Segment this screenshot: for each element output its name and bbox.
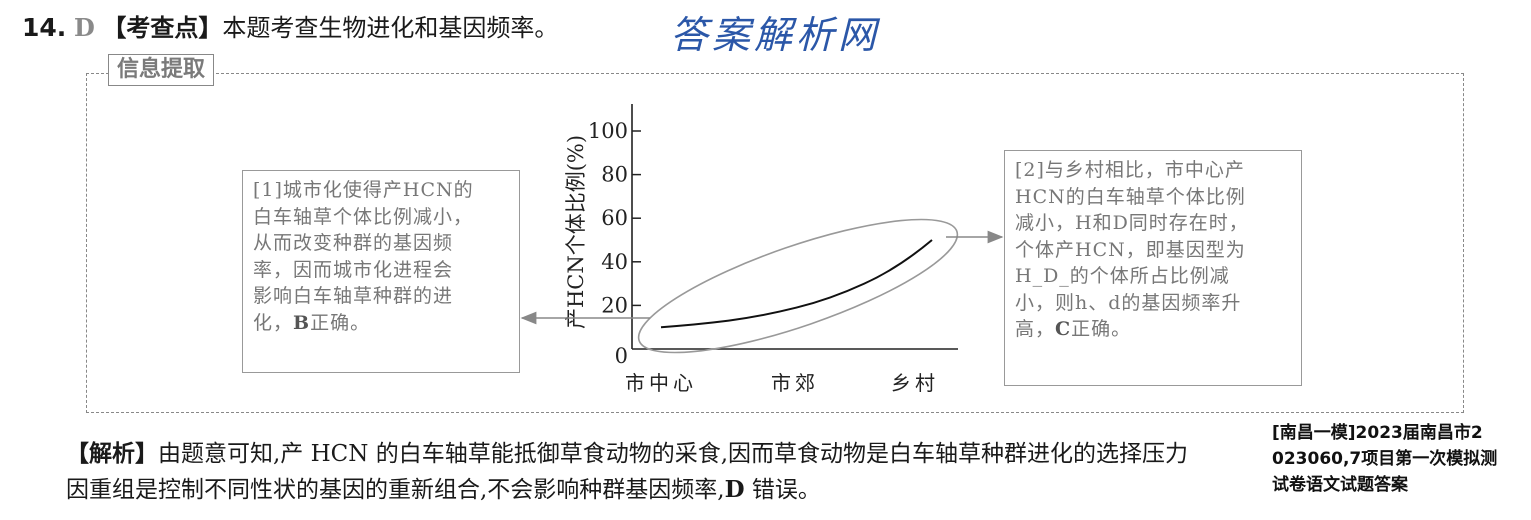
x-tick-label: 乡村 (891, 371, 939, 395)
highlight-ellipse (637, 218, 959, 354)
analysis-paragraph: 【解析】由题意可知,产 HCN 的白车轴草能抵御草食动物的采食,因而草食动物是白… (66, 436, 1188, 508)
box-left-line: 从而改变种群的基因频 (253, 232, 454, 254)
box-right-line: [2]与乡村相比，市中心产 (1015, 159, 1245, 181)
y-tick-label: 60 (601, 206, 628, 230)
analysis-line-2: 因重组是控制不同性状的基因的重新组合,不会影响种群基因频率,D 错误。 (66, 476, 821, 503)
box-left-line: 白车轴草个体比例减小， (253, 205, 474, 228)
frame-label: 信息提取 (108, 54, 215, 86)
question-header: 14. D 【考查点】本题考查生物进化和基因频率。 (22, 13, 559, 42)
y-tick-label: 80 (601, 163, 628, 187)
overlay-watermark: [南昌一模]2023届南昌市2 023060,7项目第一次模拟测 试卷语文试题答… (1272, 420, 1531, 498)
y-axis-label: 产HCN个体比例(%) (564, 135, 588, 329)
box-right-line: H_D_的个体所占比例减 (1015, 265, 1230, 287)
box-left-line: 率，因而城市化进程会 (253, 258, 454, 281)
y-tick-label: 0 (615, 344, 628, 368)
analysis-header: 【解析】 (66, 441, 158, 467)
x-tick-label: 市中心 (625, 371, 697, 395)
box-right-line: HCN的白车轴草个体比例 (1015, 185, 1246, 208)
box-right-line: 减小，H和D同时存在时， (1015, 212, 1249, 234)
y-tick-label: 20 (601, 293, 628, 317)
box-left-line-last: 化，B正确。 (253, 311, 371, 334)
box-left-line: [1]城市化使得产HCN的 (253, 179, 474, 201)
topic-text: 本题考查生物进化和基因频率。 (222, 14, 559, 42)
annotation-box-left: [1]城市化使得产HCN的 白车轴草个体比例减小， 从而改变种群的基因频 率，因… (242, 170, 520, 373)
series-line (660, 239, 933, 329)
x-tick-label: 市郊 (771, 371, 819, 395)
box-right-line: 小，则h、d的基因频率升 (1015, 291, 1242, 314)
analysis-line-1: 【解析】由题意可知,产 HCN 的白车轴草能抵御草食动物的采食,因而草食动物是白… (66, 441, 1189, 467)
y-tick-label: 100 (588, 119, 628, 143)
box-left-line: 影响白车轴草种群的进 (253, 285, 454, 307)
y-tick-label: 40 (601, 250, 628, 274)
box-right-line: 个体产HCN，即基因型为 (1015, 238, 1246, 261)
topic-label: 【考查点】 (102, 14, 223, 42)
annotation-box-right: [2]与乡村相比，市中心产 HCN的白车轴草个体比例 减小，H和D同时存在时， … (1004, 150, 1302, 386)
box-right-line-last: 高，C正确。 (1015, 318, 1132, 340)
question-number: 14 (22, 13, 57, 42)
watermark-title: 答案解析网 (670, 13, 881, 57)
info-extraction-frame (86, 73, 1464, 413)
question-answer: D (73, 13, 95, 42)
